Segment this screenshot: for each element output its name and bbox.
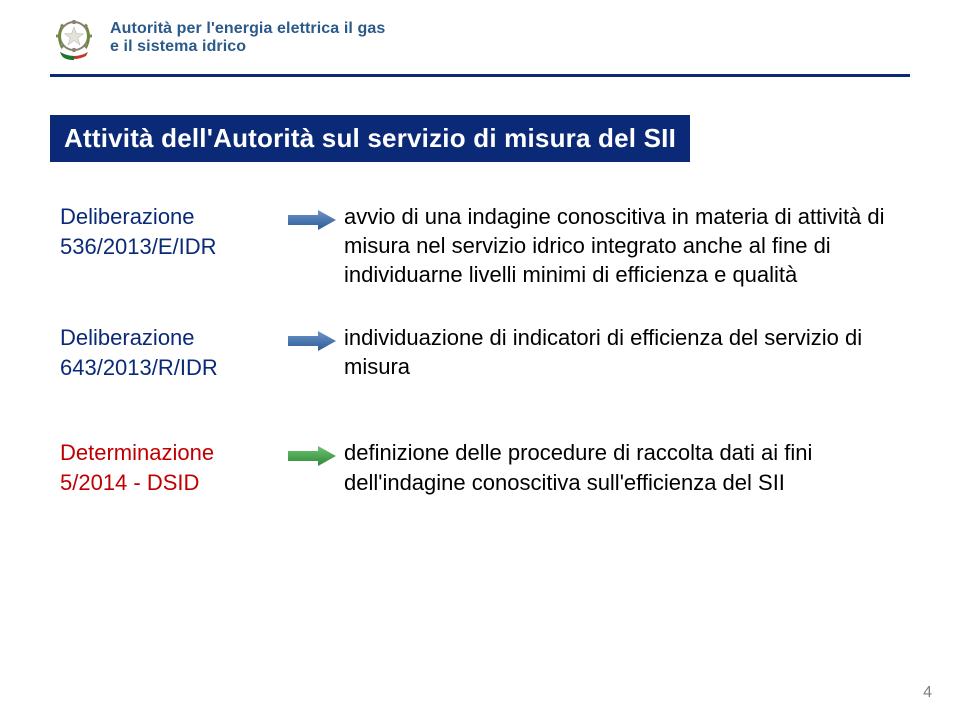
header-text: Autorità per l'energia elettrica il gas …: [110, 20, 385, 57]
slide-title: Attività dell'Autorità sul servizio di m…: [50, 115, 690, 162]
row-body: individuazione di indicatori di efficien…: [344, 323, 900, 381]
label-line1: Deliberazione: [60, 204, 195, 229]
label-line2: 643/2013/R/IDR: [60, 355, 218, 380]
arrow-right-icon: [288, 210, 336, 230]
italian-emblem-icon: [50, 14, 98, 62]
label-line2: 5/2014 - DSID: [60, 470, 199, 495]
row-body: definizione delle procedure di raccolta …: [344, 438, 900, 496]
content-row: Deliberazione 643/2013/R/IDR individuazi…: [60, 323, 900, 382]
arrow-col: [280, 438, 344, 466]
arrow-col: [280, 323, 344, 351]
row-label: Deliberazione 643/2013/R/IDR: [60, 323, 280, 382]
header-rule: [50, 74, 910, 77]
content-row: Deliberazione 536/2013/E/IDR avvio di un…: [60, 202, 900, 289]
label-line2: 536/2013/E/IDR: [60, 234, 217, 259]
row-body: avvio di una indagine conoscitiva in mat…: [344, 202, 900, 289]
row-label: Determinazione 5/2014 - DSID: [60, 438, 280, 497]
page-number: 4: [923, 684, 932, 702]
row-label: Deliberazione 536/2013/E/IDR: [60, 202, 280, 261]
header-line2: e il sistema idrico: [110, 38, 385, 56]
arrow-col: [280, 202, 344, 230]
header-line1: Autorità per l'energia elettrica il gas: [110, 20, 385, 38]
arrow-right-icon: [288, 446, 336, 466]
label-line1: Determinazione: [60, 440, 214, 465]
content-area: Deliberazione 536/2013/E/IDR avvio di un…: [60, 202, 900, 498]
label-line1: Deliberazione: [60, 325, 195, 350]
arrow-right-icon: [288, 331, 336, 351]
header: Autorità per l'energia elettrica il gas …: [0, 0, 960, 72]
content-row: Determinazione 5/2014 - DSID definizione…: [60, 438, 900, 497]
